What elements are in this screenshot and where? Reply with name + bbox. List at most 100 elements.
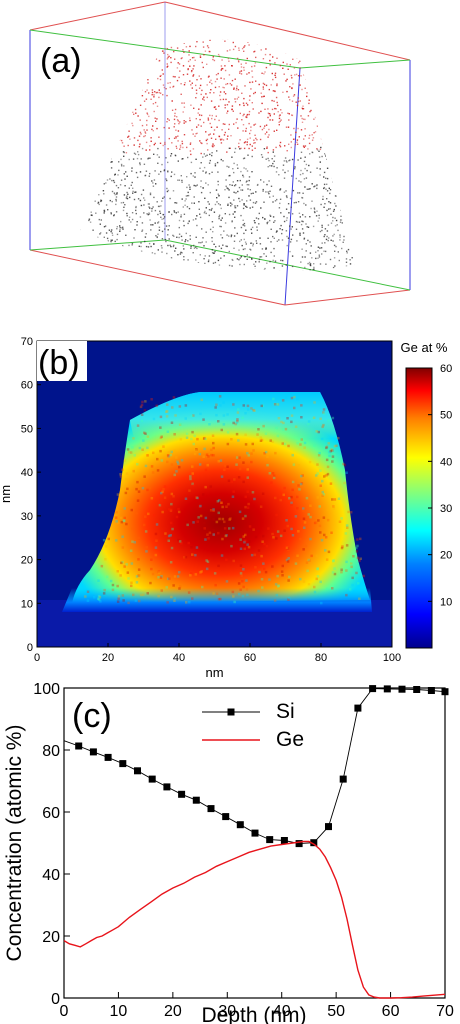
atom-point xyxy=(147,213,149,216)
atom-point xyxy=(339,194,341,197)
atom-point xyxy=(351,150,353,152)
atom-point xyxy=(110,103,112,105)
atom-point xyxy=(179,146,182,148)
atom-point xyxy=(341,222,343,224)
atom-point xyxy=(84,237,87,239)
atom-point xyxy=(252,32,253,33)
si-point xyxy=(310,839,318,847)
atom-point xyxy=(321,155,323,158)
atom-point xyxy=(85,246,88,249)
atom-point xyxy=(236,87,238,89)
atom-point xyxy=(316,55,318,57)
atom-point xyxy=(127,252,130,254)
atom-point xyxy=(239,263,241,266)
atom-point xyxy=(251,149,254,151)
atom-point xyxy=(333,244,336,247)
atom-point xyxy=(166,187,168,190)
atom-point xyxy=(351,157,354,159)
atom-point xyxy=(186,186,188,189)
atom-point xyxy=(100,219,102,221)
x-axis-title: Depth (nm) xyxy=(201,1004,306,1024)
atom-point xyxy=(279,64,282,67)
atom-point xyxy=(112,64,114,66)
atom-point xyxy=(182,49,184,51)
atom-point xyxy=(236,205,239,207)
atom-point xyxy=(87,31,88,32)
atom-point xyxy=(239,139,241,141)
atom-point xyxy=(332,220,334,222)
atom-point xyxy=(84,44,86,46)
atom-point xyxy=(167,161,169,164)
atom-point xyxy=(325,155,327,157)
atom-point xyxy=(335,195,337,197)
atom-point xyxy=(95,107,97,110)
atom-point xyxy=(234,216,236,218)
atom-point xyxy=(240,226,243,229)
atom-point xyxy=(301,220,303,222)
atom-point xyxy=(187,191,189,194)
atom-point xyxy=(189,142,192,144)
legend-marker-si xyxy=(227,708,235,716)
atom-point xyxy=(299,84,301,86)
atom-point xyxy=(163,222,166,224)
atom-point xyxy=(356,29,357,30)
atom-point xyxy=(339,131,342,134)
atom-point xyxy=(338,109,341,111)
atom-point xyxy=(224,69,227,72)
atom-point xyxy=(114,78,116,80)
atom-point xyxy=(181,264,183,266)
atom-point xyxy=(148,212,150,214)
atom-point xyxy=(83,74,86,77)
atom-point xyxy=(215,138,217,140)
atom-point xyxy=(188,50,190,52)
atom-point xyxy=(319,230,322,233)
atom-point xyxy=(327,152,329,155)
atom-point xyxy=(83,152,85,154)
atom-point xyxy=(332,235,334,237)
atom-point xyxy=(182,65,185,67)
atom-point xyxy=(198,114,201,116)
atom-point xyxy=(107,97,109,99)
atom-point xyxy=(301,248,303,250)
atom-point xyxy=(331,161,333,163)
atom-point xyxy=(279,198,282,200)
atom-point xyxy=(102,163,104,166)
atom-point xyxy=(232,48,235,51)
atom-point xyxy=(265,30,266,31)
atom-point xyxy=(152,270,154,271)
atom-point xyxy=(304,145,307,147)
atom-point xyxy=(115,261,117,263)
atom-point xyxy=(282,164,285,166)
atom-point xyxy=(231,265,233,267)
atom-point xyxy=(186,176,188,178)
atom-point xyxy=(321,226,323,228)
atom-point xyxy=(233,123,235,125)
atom-point xyxy=(80,207,82,209)
atom-point xyxy=(327,114,330,117)
atom-point xyxy=(309,171,312,173)
atom-point xyxy=(152,185,155,187)
atom-point xyxy=(129,252,132,254)
atom-point xyxy=(299,100,301,102)
atom-point xyxy=(354,80,355,83)
atom-point xyxy=(351,36,352,37)
atom-point xyxy=(183,120,185,122)
atom-point xyxy=(350,90,352,93)
atom-point xyxy=(130,36,131,37)
atom-point xyxy=(338,147,341,150)
atom-point xyxy=(268,180,270,182)
atom-point xyxy=(125,234,127,236)
atom-point xyxy=(163,216,166,218)
atom-point xyxy=(344,209,347,211)
atom-point xyxy=(326,230,329,232)
atom-point xyxy=(201,241,203,243)
atom-point xyxy=(346,222,349,224)
atom-point xyxy=(283,220,286,223)
atom-point xyxy=(236,98,238,100)
atom-point xyxy=(309,49,311,51)
atom-point xyxy=(333,257,336,259)
atom-point xyxy=(245,62,247,64)
atom-point xyxy=(228,166,230,168)
atom-point xyxy=(289,225,291,228)
atom-point xyxy=(225,83,227,86)
